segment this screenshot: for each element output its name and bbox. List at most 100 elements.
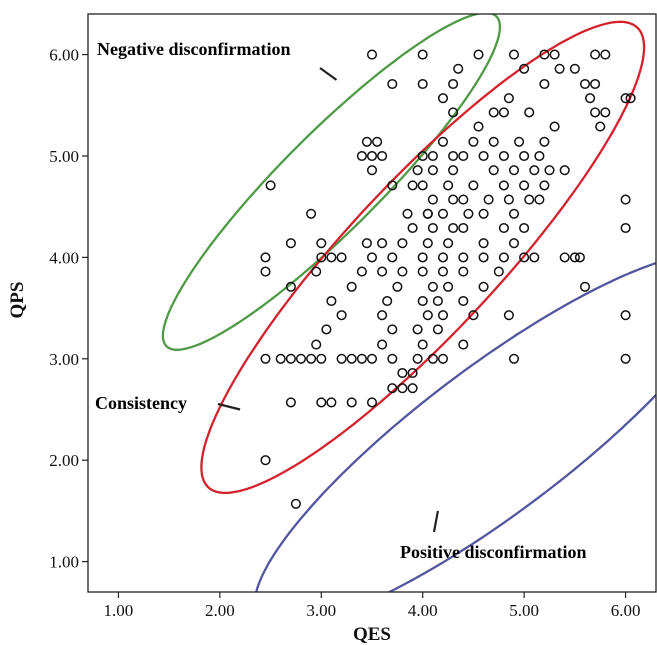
data-point (549, 121, 560, 132)
data-point (600, 49, 611, 60)
data-point (590, 49, 601, 60)
data-point (427, 222, 438, 234)
data-point (468, 310, 479, 321)
data-point (498, 252, 509, 263)
data-point (361, 136, 372, 147)
data-point (620, 194, 631, 205)
data-point (361, 238, 372, 249)
data-point (458, 222, 469, 234)
data-point (437, 252, 449, 263)
y-axis: 1.00 2.00 3.00 4.00 5.00 6.00 (49, 46, 88, 572)
data-point (443, 238, 454, 249)
data-point (443, 281, 454, 292)
data-point (458, 339, 469, 350)
data-point (377, 339, 388, 350)
data-point (366, 397, 378, 408)
data-point (412, 165, 423, 176)
data-point (387, 180, 398, 191)
data-point (336, 310, 347, 321)
data-point (260, 252, 271, 263)
data-point (427, 165, 438, 176)
y-tick-label: 4.00 (49, 248, 79, 267)
data-point (620, 93, 631, 104)
data-point (432, 324, 443, 335)
data-point (417, 339, 428, 350)
data-point (397, 238, 408, 249)
ellipses-layer (161, 14, 656, 592)
data-point (285, 397, 296, 408)
data-point (417, 150, 428, 162)
data-point (366, 353, 378, 364)
data-point (392, 281, 403, 292)
data-point (493, 266, 504, 277)
data-point (519, 63, 530, 74)
data-point (554, 63, 565, 74)
data-point (458, 194, 469, 205)
y-tick-label: 1.00 (49, 553, 79, 572)
data-point (372, 136, 383, 147)
data-point (498, 222, 509, 234)
ellipse-negative (161, 14, 502, 351)
data-point (397, 266, 408, 277)
data-point (579, 281, 591, 292)
data-point (585, 93, 596, 104)
data-point (458, 150, 469, 162)
x-tick-label: 4.00 (408, 601, 438, 620)
data-point (590, 107, 601, 118)
annotation-positive-disconfirmation: Positive disconfirmation (400, 542, 587, 562)
data-point (488, 107, 499, 118)
data-point (468, 136, 479, 147)
y-tick-label: 5.00 (49, 147, 79, 166)
data-point (432, 295, 443, 307)
data-point (427, 281, 438, 292)
data-point (569, 252, 580, 263)
data-point (458, 295, 469, 307)
data-point (534, 150, 545, 162)
data-point (539, 136, 550, 147)
data-point (463, 208, 474, 219)
data-point (407, 222, 418, 234)
data-point (387, 78, 398, 90)
data-point (478, 238, 489, 249)
points-layer (260, 49, 636, 509)
data-point (377, 238, 388, 249)
data-point (407, 383, 418, 394)
data-point (275, 353, 286, 364)
data-point (316, 252, 327, 263)
ellipse-consistency (200, 20, 646, 495)
data-point (437, 208, 449, 219)
x-tick-label: 2.00 (205, 601, 235, 620)
annotation-leader-line (432, 510, 439, 533)
data-point (448, 78, 459, 90)
data-point (620, 222, 631, 234)
data-point (488, 136, 499, 147)
data-point (437, 310, 449, 321)
data-point (625, 93, 636, 104)
data-point (427, 150, 438, 162)
data-point (483, 194, 494, 205)
data-point (569, 63, 580, 74)
data-point (417, 180, 428, 191)
data-point (579, 78, 591, 90)
data-point (508, 353, 520, 364)
data-point (443, 180, 454, 191)
x-axis-title: QES (353, 624, 391, 645)
data-point (448, 165, 459, 176)
data-point (412, 353, 423, 364)
data-point (417, 252, 428, 263)
data-point (539, 49, 550, 60)
data-point (519, 150, 530, 162)
data-point (559, 252, 570, 263)
data-point (503, 93, 514, 104)
data-point (316, 238, 327, 249)
data-point (524, 194, 535, 205)
data-point (458, 252, 469, 263)
y-axis-title: QPS (7, 282, 28, 319)
data-point (417, 295, 428, 307)
data-point (427, 194, 438, 205)
data-point (600, 107, 611, 118)
data-point (366, 252, 378, 263)
data-point (382, 295, 393, 307)
data-point (260, 266, 271, 277)
